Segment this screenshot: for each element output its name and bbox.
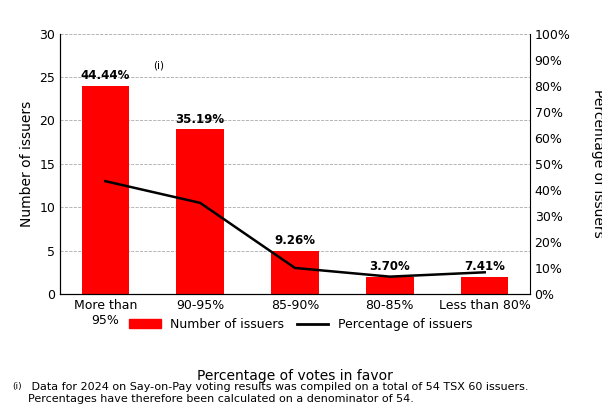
Text: (i): (i) [12, 382, 22, 391]
Bar [461, 277, 509, 294]
Legend: Number of issuers, Percentage of issuers: Number of issuers, Percentage of issuers [124, 313, 478, 336]
Bar [81, 86, 129, 294]
Text: 44.44%: 44.44% [81, 69, 130, 82]
Text: 3.70%: 3.70% [370, 260, 410, 273]
Text: 7.41%: 7.41% [464, 260, 505, 273]
Bar [366, 277, 414, 294]
Text: 35.19%: 35.19% [176, 113, 225, 126]
Text: (i): (i) [153, 60, 164, 70]
Text: 9.26%: 9.26% [275, 234, 315, 247]
Y-axis label: Percentage of issuers: Percentage of issuers [591, 89, 602, 238]
Text: Data for 2024 on Say-on-Pay voting results was compiled on a total of 54 TSX 60 : Data for 2024 on Say-on-Pay voting resul… [28, 382, 529, 404]
Bar [272, 251, 318, 294]
Y-axis label: Number of issuers: Number of issuers [20, 101, 34, 227]
X-axis label: Percentage of votes in favor: Percentage of votes in favor [197, 368, 393, 383]
Bar [176, 129, 224, 294]
